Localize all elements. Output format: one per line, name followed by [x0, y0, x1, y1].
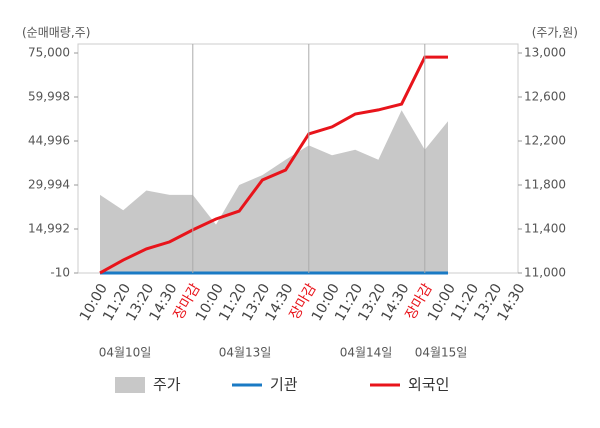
- date-label: 04월14일: [340, 346, 393, 360]
- y2-tick-label: 12,200: [524, 134, 566, 148]
- y-tick-label: 29,994: [28, 178, 70, 192]
- legend-label: 주가: [153, 376, 181, 394]
- y-tick-label: 14,992: [28, 222, 70, 236]
- y2-tick-label: 11,800: [524, 178, 566, 192]
- legend-swatch: [115, 377, 145, 393]
- legend-label: 기관: [270, 376, 298, 394]
- y-axis-title: (순매매량,주): [22, 26, 90, 40]
- y-tick-label: 59,998: [28, 90, 70, 104]
- legend-label: 외국인: [408, 376, 449, 394]
- date-label: 04월15일: [415, 346, 468, 360]
- series-line: [99, 55, 448, 275]
- y2-tick-label: 11,000: [524, 266, 566, 280]
- date-label: 04월13일: [219, 346, 272, 360]
- date-label: 04월10일: [99, 346, 152, 360]
- y-tick-label: 75,000: [28, 46, 70, 60]
- y-tick-label: 44,996: [28, 134, 70, 148]
- y2-tick-label: 11,400: [524, 222, 566, 236]
- y2-tick-label: 12,600: [524, 90, 566, 104]
- y-tick-label: -10: [50, 266, 70, 280]
- y2-axis-title: (주가,원): [532, 26, 578, 40]
- y2-tick-label: 13,000: [524, 46, 566, 60]
